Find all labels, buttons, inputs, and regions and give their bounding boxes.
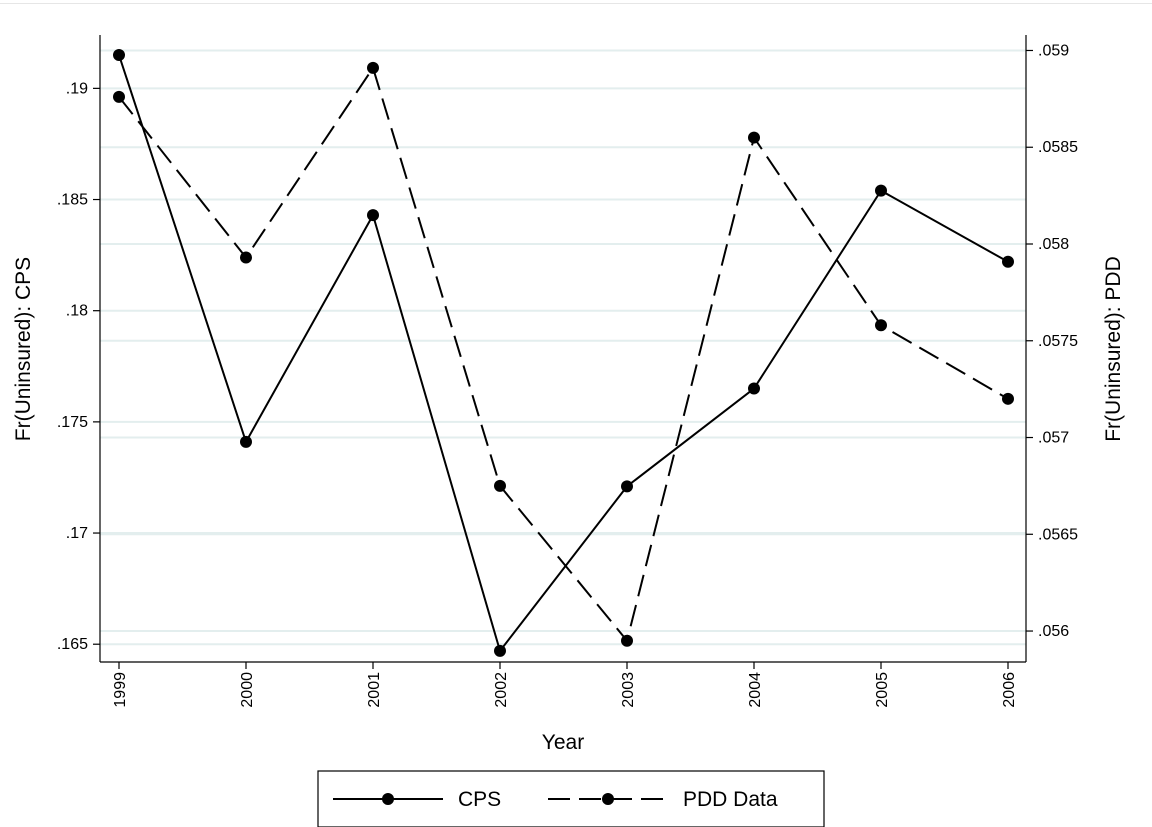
x-tick-label: 1999: [112, 672, 129, 708]
y-left-tick-label: .17: [66, 525, 88, 542]
y-right-axis-title: Fr(Uninsured): PDD: [1102, 256, 1125, 442]
gridlines: [100, 49, 1026, 646]
y-right-tick-label: .057: [1038, 430, 1069, 447]
series-layer: [113, 49, 1014, 657]
point-pdd-data-2006: [1002, 392, 1014, 405]
point-cps-2006: [1002, 255, 1014, 268]
point-pdd-data-2001: [367, 61, 379, 74]
point-cps-2000: [240, 435, 252, 448]
point-cps-2003: [621, 480, 633, 493]
x-tick-label: 2005: [874, 672, 891, 708]
point-pdd-data-2002: [494, 479, 506, 492]
point-cps-2001: [367, 209, 379, 222]
legend: CPS PDD Data: [317, 770, 825, 827]
y-left-ticks: .165 .17 .175 .18 .185 .19: [57, 80, 100, 653]
x-ticks: 1999 2000 2001 2002 2003 2004 2005 2006: [112, 662, 1018, 708]
y-left-tick-label: .19: [66, 80, 88, 97]
point-cps-2002: [494, 644, 506, 657]
point-pdd-data-2005: [875, 319, 887, 332]
y-right-tick-label: .0575: [1038, 333, 1078, 350]
point-cps-2005: [875, 184, 887, 197]
point-pdd-data-2003: [621, 634, 633, 647]
point-cps-1999: [113, 49, 125, 62]
series-line-cps: [118, 54, 1009, 652]
legend-marker-cps: [382, 793, 394, 805]
x-tick-label: 2004: [747, 672, 764, 708]
y-left-axis-title: Fr(Uninsured): CPS: [12, 257, 35, 441]
x-axis-title: Year: [542, 731, 584, 754]
y-right-tick-label: .059: [1038, 42, 1069, 59]
y-left-tick-label: .165: [57, 636, 88, 653]
x-tick-label: 2001: [366, 672, 383, 708]
y-right-tick-label: .0585: [1038, 139, 1078, 156]
point-cps-2004: [748, 382, 760, 395]
y-left-tick-label: .185: [57, 192, 88, 209]
series-line-pdd-data: [118, 66, 1009, 642]
x-tick-label: 2003: [620, 672, 637, 708]
legend-marker-pdd-data: [602, 793, 614, 805]
y-right-tick-label: .058: [1038, 236, 1069, 253]
point-pdd-data-2004: [748, 131, 760, 144]
x-tick-label: 2000: [239, 672, 256, 708]
y-left-tick-label: .18: [66, 303, 88, 320]
y-right-tick-label: .056: [1038, 623, 1069, 640]
y-left-tick-label: .175: [57, 414, 88, 431]
x-tick-label: 2002: [493, 672, 510, 708]
legend-label-pdd-data: PDD Data: [683, 788, 778, 811]
y-right-ticks: .056 .0565 .057 .0575 .058 .0585 .059: [1026, 42, 1078, 640]
x-tick-label: 2006: [1001, 672, 1018, 708]
point-pdd-data-1999: [113, 90, 125, 103]
point-pdd-data-2000: [240, 251, 252, 264]
legend-label-cps: CPS: [458, 788, 501, 811]
y-right-tick-label: .0565: [1038, 526, 1078, 543]
